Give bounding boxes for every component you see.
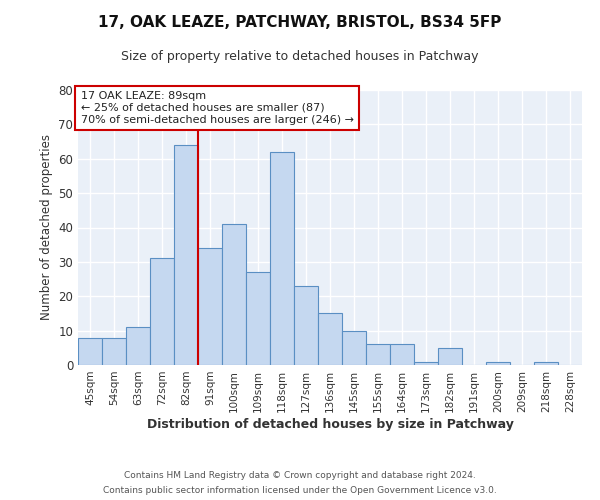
Bar [486,362,510,365]
Bar [174,145,198,365]
Bar [198,248,222,365]
Text: 17, OAK LEAZE, PATCHWAY, BRISTOL, BS34 5FP: 17, OAK LEAZE, PATCHWAY, BRISTOL, BS34 5… [98,15,502,30]
Bar [102,338,126,365]
Text: Contains HM Land Registry data © Crown copyright and database right 2024.: Contains HM Land Registry data © Crown c… [124,471,476,480]
Bar [534,362,558,365]
Text: Contains public sector information licensed under the Open Government Licence v3: Contains public sector information licen… [103,486,497,495]
Text: Size of property relative to detached houses in Patchway: Size of property relative to detached ho… [121,50,479,63]
Bar [438,348,462,365]
Bar [150,258,174,365]
X-axis label: Distribution of detached houses by size in Patchway: Distribution of detached houses by size … [146,418,514,430]
Bar [78,338,102,365]
Bar [246,272,270,365]
Bar [294,286,318,365]
Y-axis label: Number of detached properties: Number of detached properties [40,134,53,320]
Bar [222,224,246,365]
Bar [366,344,390,365]
Bar [318,314,342,365]
Bar [126,327,150,365]
Bar [390,344,414,365]
Bar [342,330,366,365]
Bar [414,362,438,365]
Bar [270,152,294,365]
Text: 17 OAK LEAZE: 89sqm
← 25% of detached houses are smaller (87)
70% of semi-detach: 17 OAK LEAZE: 89sqm ← 25% of detached ho… [80,92,353,124]
